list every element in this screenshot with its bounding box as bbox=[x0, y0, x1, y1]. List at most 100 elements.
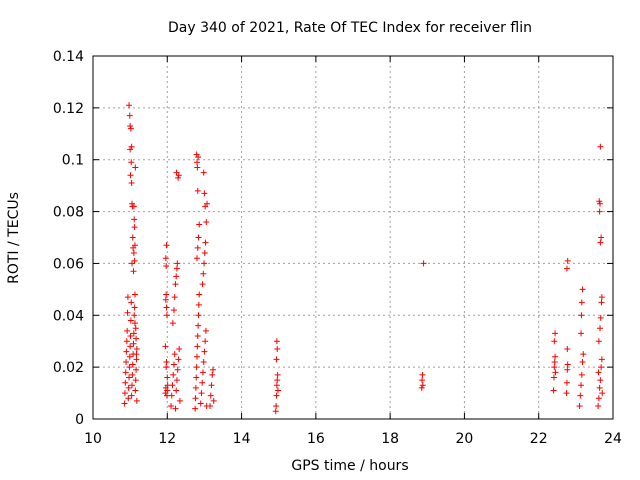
data-point bbox=[123, 348, 130, 355]
data-point bbox=[168, 392, 175, 399]
data-point bbox=[175, 174, 182, 181]
data-point bbox=[195, 322, 202, 329]
plot-frame bbox=[92, 55, 614, 420]
data-point bbox=[195, 234, 202, 241]
x-tick-label: 20 bbox=[456, 431, 474, 447]
data-point bbox=[127, 123, 134, 130]
data-point bbox=[163, 242, 170, 249]
data-point bbox=[597, 314, 604, 321]
data-point bbox=[127, 333, 134, 340]
data-point bbox=[126, 102, 133, 109]
data-point bbox=[193, 374, 200, 381]
data-point bbox=[579, 286, 586, 293]
data-point bbox=[127, 343, 134, 350]
data-point bbox=[597, 143, 604, 150]
data-point bbox=[131, 242, 138, 249]
data-point bbox=[193, 364, 200, 371]
data-point bbox=[551, 338, 558, 345]
data-point bbox=[203, 218, 210, 225]
data-point bbox=[162, 296, 169, 303]
data-point bbox=[199, 379, 206, 386]
y-tick-label: 0.1 bbox=[62, 153, 84, 169]
data-point bbox=[272, 408, 279, 415]
data-point bbox=[552, 353, 559, 360]
data-point bbox=[170, 361, 177, 368]
data-point bbox=[123, 338, 130, 345]
data-point bbox=[163, 304, 170, 311]
data-point bbox=[597, 239, 604, 246]
x-tick-label: 24 bbox=[604, 431, 622, 447]
data-point bbox=[273, 403, 280, 410]
data-point bbox=[194, 159, 200, 166]
data-point bbox=[564, 257, 571, 264]
data-point bbox=[192, 405, 199, 412]
data-point bbox=[207, 403, 213, 410]
data-point bbox=[596, 384, 603, 391]
data-point bbox=[176, 345, 183, 352]
data-point bbox=[126, 364, 133, 371]
x-tick-label: 10 bbox=[84, 431, 102, 447]
data-point bbox=[598, 299, 605, 306]
data-point bbox=[130, 203, 137, 210]
data-point bbox=[171, 294, 178, 301]
data-point bbox=[163, 358, 170, 365]
y-tick-label: 0 bbox=[75, 412, 84, 428]
data-point bbox=[172, 405, 179, 412]
data-point bbox=[597, 377, 604, 384]
data-point bbox=[194, 353, 200, 360]
data-point bbox=[124, 327, 131, 334]
data-point bbox=[131, 224, 138, 231]
data-point bbox=[128, 180, 135, 187]
x-tick-label: 16 bbox=[307, 431, 325, 447]
data-point bbox=[132, 325, 139, 332]
data-point bbox=[210, 397, 217, 404]
data-point bbox=[128, 159, 135, 166]
data-point bbox=[563, 379, 570, 386]
data-point bbox=[131, 291, 138, 298]
y-tick-label: 0.02 bbox=[53, 360, 84, 376]
data-point bbox=[598, 294, 605, 301]
data-point bbox=[579, 358, 586, 365]
data-point bbox=[130, 340, 137, 347]
data-point bbox=[164, 374, 171, 381]
data-point bbox=[173, 377, 180, 384]
data-point bbox=[173, 265, 180, 272]
data-point bbox=[201, 260, 208, 267]
data-point bbox=[130, 330, 137, 337]
y-tick-label: 0.06 bbox=[53, 256, 84, 272]
data-point bbox=[274, 345, 281, 352]
data-point bbox=[124, 309, 131, 316]
data-point bbox=[128, 392, 135, 399]
data-point bbox=[121, 390, 128, 397]
data-point bbox=[201, 250, 208, 257]
data-point bbox=[420, 260, 427, 267]
chart-title: Day 340 of 2021, Rate Of TEC Index for r… bbox=[168, 20, 532, 36]
y-axis-label: ROTI / TECUs bbox=[6, 192, 22, 284]
data-point bbox=[596, 198, 603, 205]
data-point bbox=[209, 371, 216, 378]
data-point bbox=[595, 395, 602, 402]
data-point bbox=[551, 358, 558, 365]
data-point bbox=[133, 366, 140, 373]
data-point bbox=[198, 390, 205, 397]
data-point bbox=[552, 369, 559, 376]
data-point bbox=[199, 369, 206, 376]
data-point bbox=[595, 369, 602, 376]
data-point bbox=[125, 395, 132, 402]
data-point bbox=[174, 260, 181, 267]
data-point bbox=[193, 151, 200, 158]
data-point bbox=[121, 400, 128, 407]
data-point bbox=[130, 250, 137, 257]
data-point bbox=[127, 317, 134, 324]
data-point bbox=[597, 200, 603, 207]
data-point bbox=[595, 338, 602, 345]
data-point bbox=[127, 146, 134, 153]
data-point bbox=[122, 369, 129, 376]
y-tick-label: 0.12 bbox=[53, 101, 84, 117]
data-point bbox=[419, 371, 426, 378]
data-point bbox=[122, 379, 129, 386]
data-point bbox=[163, 312, 170, 319]
data-point bbox=[194, 164, 201, 171]
data-point bbox=[199, 281, 206, 288]
data-point bbox=[274, 371, 281, 378]
